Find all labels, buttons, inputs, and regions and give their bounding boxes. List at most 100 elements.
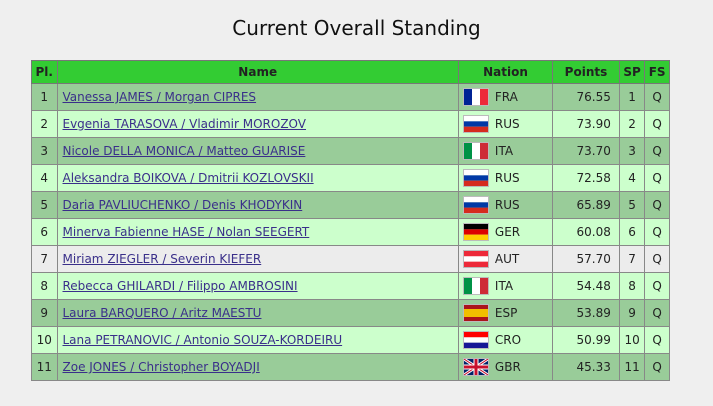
standing-row: 10 Lana PETRANOVIC / Antonio SOUZA-KORDEI… xyxy=(31,326,670,354)
nation-code: GER xyxy=(494,225,521,239)
nation-cell: FRA xyxy=(457,83,554,111)
skater-link[interactable]: Laura BARQUERO / Aritz MAESTU xyxy=(62,306,262,320)
fs-cell: Q xyxy=(644,272,670,300)
skater-link[interactable]: Daria PAVLIUCHENKO / Denis KHODYKIN xyxy=(62,198,303,212)
sp-cell: 1 xyxy=(618,83,646,111)
sp-cell: 4 xyxy=(618,164,646,192)
column-header: Pl. xyxy=(31,60,58,84)
standing-row: 9 Laura BARQUERO / Aritz MAESTU ESP 53.89 9 Q xyxy=(31,299,670,327)
name-cell: Zoe JONES / Christopher BOYADJI xyxy=(56,353,459,381)
name-cell: Miriam ZIEGLER / Severin KIEFER xyxy=(56,245,459,273)
fs-cell: Q xyxy=(644,245,670,273)
flag-icon xyxy=(462,88,489,106)
sp-cell: 6 xyxy=(618,218,646,246)
flag-icon xyxy=(462,357,489,377)
nation-code: FRA xyxy=(494,90,518,104)
nation-code: CRO xyxy=(494,333,522,347)
points-cell: 50.99 xyxy=(552,326,620,354)
nation-code: RUS xyxy=(494,171,520,185)
points-cell: 45.33 xyxy=(552,353,620,381)
nation-cell: RUS xyxy=(457,191,554,219)
sp-cell: 3 xyxy=(618,137,646,165)
flag-icon xyxy=(462,277,489,295)
skater-link[interactable]: Lana PETRANOVIC / Antonio SOUZA-KORDEIRU xyxy=(62,333,343,347)
place-cell: 6 xyxy=(31,218,58,246)
name-cell: Lana PETRANOVIC / Antonio SOUZA-KORDEIRU xyxy=(56,326,459,354)
place-cell: 3 xyxy=(31,137,58,165)
nation-code: RUS xyxy=(494,117,520,131)
place-cell: 7 xyxy=(31,245,58,273)
skater-link[interactable]: Minerva Fabienne HASE / Nolan SEEGERT xyxy=(62,225,310,239)
nation-cell: ITA xyxy=(457,272,554,300)
name-cell: Minerva Fabienne HASE / Nolan SEEGERT xyxy=(56,218,459,246)
skater-link[interactable]: Nicole DELLA MONICA / Matteo GUARISE xyxy=(62,144,306,158)
fs-cell: Q xyxy=(644,164,670,192)
page-title: Current Overall Standing xyxy=(232,16,481,40)
nation-cell: RUS xyxy=(457,110,554,138)
fs-cell: Q xyxy=(644,299,670,327)
nation-code: GBR xyxy=(494,360,521,374)
flag-icon xyxy=(462,331,489,349)
nation-cell: CRO xyxy=(457,326,554,354)
points-cell: 72.58 xyxy=(552,164,620,192)
column-header: FS xyxy=(644,60,670,84)
standing-row: 5 Daria PAVLIUCHENKO / Denis KHODYKIN RUS 6… xyxy=(31,191,670,219)
points-cell: 73.70 xyxy=(552,137,620,165)
nation-cell: RUS xyxy=(457,164,554,192)
points-cell: 54.48 xyxy=(552,272,620,300)
standing-row: 11 Zoe JONES / Christopher BOYADJI GBR 45.3… xyxy=(31,353,670,381)
header-row: Pl. Name Nation Points SP FS xyxy=(31,60,670,84)
flag-icon xyxy=(462,169,489,187)
nation-cell: GER xyxy=(457,218,554,246)
column-header: Points xyxy=(552,60,620,84)
nation-code: AUT xyxy=(494,252,520,266)
sp-cell: 8 xyxy=(618,272,646,300)
standing-row: 8 Rebecca GHILARDI / Filippo AMBROSINI ITA… xyxy=(31,272,670,300)
fs-cell: Q xyxy=(644,326,670,354)
fs-cell: Q xyxy=(644,191,670,219)
nation-cell: ITA xyxy=(457,137,554,165)
place-cell: 11 xyxy=(31,353,58,381)
standing-row: 2 Evgenia TARASOVA / Vladimir MOROZOV RUS 7… xyxy=(31,110,670,138)
skater-link[interactable]: Miriam ZIEGLER / Severin KIEFER xyxy=(62,252,262,266)
nation-code: ITA xyxy=(494,144,514,158)
standing-row: 3 Nicole DELLA MONICA / Matteo GUARISE ITA… xyxy=(31,137,670,165)
fs-cell: Q xyxy=(644,110,670,138)
name-cell: Evgenia TARASOVA / Vladimir MOROZOV xyxy=(56,110,459,138)
nation-cell: GBR xyxy=(457,353,554,381)
skater-link[interactable]: Aleksandra BOIKOVA / Dmitrii KOZLOVSKII xyxy=(62,171,314,185)
sp-cell: 2 xyxy=(618,110,646,138)
skater-link[interactable]: Evgenia TARASOVA / Vladimir MOROZOV xyxy=(62,117,307,131)
points-cell: 73.90 xyxy=(552,110,620,138)
points-cell: 65.89 xyxy=(552,191,620,219)
place-cell: 10 xyxy=(31,326,58,354)
sp-cell: 11 xyxy=(618,353,646,381)
flag-icon xyxy=(462,142,489,160)
points-cell: 53.89 xyxy=(552,299,620,327)
name-cell: Laura BARQUERO / Aritz MAESTU xyxy=(56,299,459,327)
flag-icon xyxy=(462,250,489,268)
place-cell: 8 xyxy=(31,272,58,300)
points-cell: 76.55 xyxy=(552,83,620,111)
flag-icon xyxy=(462,304,489,322)
nation-code: ITA xyxy=(494,279,514,293)
skater-link[interactable]: Vanessa JAMES / Morgan CIPRES xyxy=(62,90,257,104)
flag-icon xyxy=(462,115,489,133)
column-header: SP xyxy=(618,60,646,84)
name-cell: Aleksandra BOIKOVA / Dmitrii KOZLOVSKII xyxy=(56,164,459,192)
place-cell: 9 xyxy=(31,299,58,327)
standing-row: 7 Miriam ZIEGLER / Severin KIEFER AUT 57.70… xyxy=(31,245,670,273)
flag-icon xyxy=(462,196,489,214)
standing-row: 6 Minerva Fabienne HASE / Nolan SEEGERT GE… xyxy=(31,218,670,246)
skater-link[interactable]: Zoe JONES / Christopher BOYADJI xyxy=(62,360,260,374)
skater-link[interactable]: Rebecca GHILARDI / Filippo AMBROSINI xyxy=(62,279,298,293)
standing-row: 1 Vanessa JAMES / Morgan CIPRES FRA 76.55 1 Q xyxy=(31,83,670,111)
name-cell: Nicole DELLA MONICA / Matteo GUARISE xyxy=(56,137,459,165)
place-cell: 1 xyxy=(31,83,58,111)
standing-row: 4 Aleksandra BOIKOVA / Dmitrii KOZLOVSKII… xyxy=(31,164,670,192)
points-cell: 57.70 xyxy=(552,245,620,273)
name-cell: Rebecca GHILARDI / Filippo AMBROSINI xyxy=(56,272,459,300)
place-cell: 4 xyxy=(31,164,58,192)
sp-cell: 10 xyxy=(618,326,646,354)
